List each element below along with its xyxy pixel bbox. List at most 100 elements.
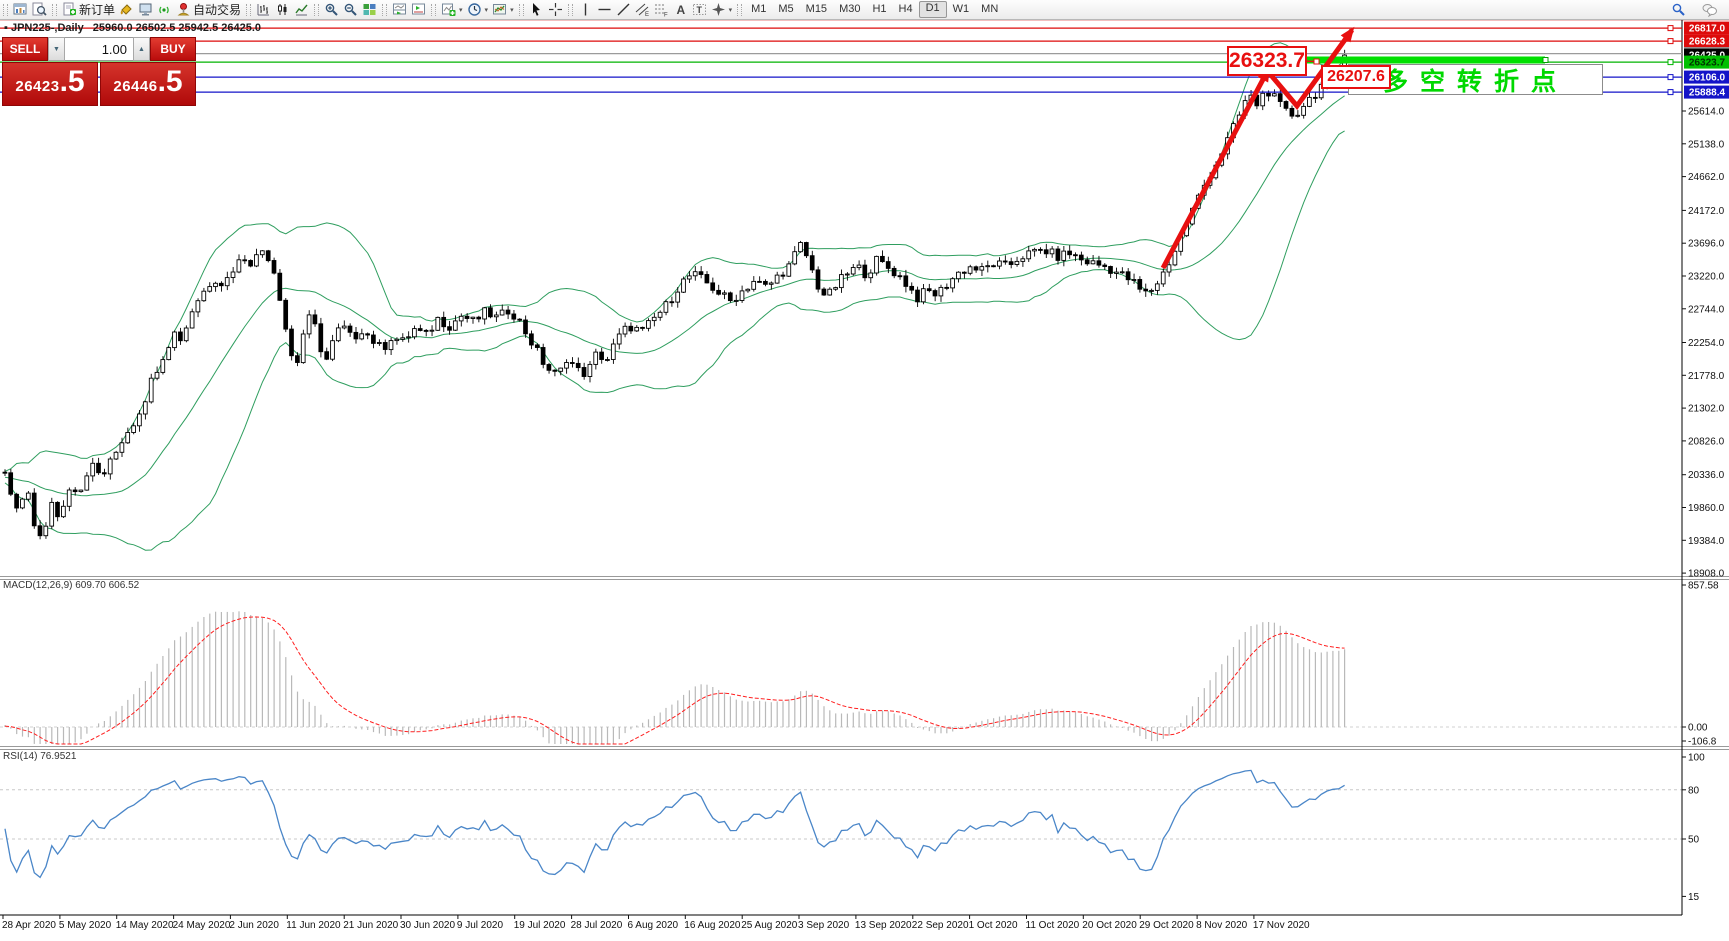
new-order-button-label: 新订单 [79, 3, 116, 17]
charts-window-icon[interactable] [11, 1, 30, 18]
horizontal-line-tool[interactable] [595, 1, 614, 18]
timeframe-M1[interactable]: M1 [751, 3, 767, 15]
svg-text:80: 80 [1688, 785, 1700, 796]
arrows-dropdown[interactable]: ▾ [709, 1, 735, 18]
add-indicator-dropdown[interactable]: ▾ [439, 1, 465, 18]
svg-text:13 Sep 2020: 13 Sep 2020 [855, 920, 912, 931]
level-lines[interactable] [0, 25, 1682, 96]
svg-text:30 Jun 2020: 30 Jun 2020 [400, 920, 455, 931]
trend-arrows[interactable] [1160, 26, 1355, 270]
data-window-icon[interactable] [30, 1, 49, 18]
templates-dropdown[interactable]: ▾ [490, 1, 516, 18]
toolbar-drag-handle[interactable] [431, 3, 437, 16]
trendline-tool[interactable] [614, 1, 633, 18]
candlestick-chart-icon[interactable] [273, 1, 292, 18]
svg-text:19 Jul 2020: 19 Jul 2020 [514, 920, 566, 931]
line-chart-icon[interactable] [292, 1, 311, 18]
svg-text:21302.0: 21302.0 [1688, 404, 1725, 415]
styles-icon[interactable] [117, 1, 136, 18]
fibonacci-tool[interactable]: F [652, 1, 671, 18]
bar-chart-icon[interactable] [254, 1, 273, 18]
timeframe-H4[interactable]: H4 [898, 3, 913, 15]
rsi-line [4, 769, 1345, 879]
svg-text:20826.0: 20826.0 [1688, 436, 1725, 447]
svg-text:100: 100 [1688, 753, 1705, 764]
toolbar-drag-handle[interactable] [737, 3, 743, 16]
zoom-out-icon[interactable] [341, 1, 360, 18]
price-annotation-26207[interactable]: 26207.6 [1321, 65, 1391, 89]
timeframe-D1[interactable]: D1 [918, 1, 947, 18]
svg-text:18908.0: 18908.0 [1688, 569, 1725, 580]
timeframe-W1[interactable]: W1 [952, 3, 970, 15]
toolbar-drag-handle[interactable] [382, 3, 388, 16]
auto-trading-button[interactable]: 自动交易 [174, 1, 243, 18]
toolbar-drag-handle[interactable] [518, 3, 524, 16]
volume-input[interactable] [65, 37, 133, 61]
one-click-trading-panel: SELL ▼ ▲ BUY 26423.5 26446.5 [2, 37, 196, 106]
timeframe-M30[interactable]: M30 [839, 3, 861, 15]
indicator-list-icon[interactable] [409, 1, 428, 18]
chevron-down-icon: ▾ [510, 6, 514, 14]
macd-axis[interactable]: 857.58 0.00 -106.8 [1682, 581, 1719, 748]
svg-text:26106.0: 26106.0 [1689, 73, 1726, 84]
search-icon[interactable] [1669, 1, 1688, 18]
sell-button[interactable]: SELL [2, 37, 48, 61]
periods-dropdown[interactable]: ▾ [465, 1, 491, 18]
svg-text:3 Sep 2020: 3 Sep 2020 [798, 920, 850, 931]
tile-windows-icon[interactable] [360, 1, 379, 18]
svg-text:11 Jun 2020: 11 Jun 2020 [286, 920, 341, 931]
new-order-button[interactable]: 新订单 [60, 1, 117, 18]
terminal-icon[interactable] [136, 1, 155, 18]
buy-price-frac: .5 [157, 65, 183, 98]
buy-button[interactable]: BUY [150, 37, 196, 61]
zoom-in-icon[interactable] [322, 1, 341, 18]
sell-price-frac: .5 [59, 65, 85, 98]
buy-price-button[interactable]: 26446.5 [100, 62, 196, 106]
toolbar-drag-handle[interactable] [52, 3, 57, 16]
svg-text:23696.0: 23696.0 [1688, 239, 1725, 250]
indicator-window-icon[interactable] [390, 1, 409, 18]
toolbar-drag-handle[interactable] [567, 3, 573, 16]
svg-text:9 Jul 2020: 9 Jul 2020 [457, 920, 504, 931]
timeframe-MN[interactable]: MN [981, 3, 999, 15]
timeframe-M15[interactable]: M15 [805, 3, 828, 15]
equidistant-channel-tool[interactable]: E [633, 1, 652, 18]
svg-text:17 Nov 2020: 17 Nov 2020 [1253, 920, 1310, 931]
price-annotation-26323[interactable]: 26323.7 [1227, 46, 1307, 76]
price-axis[interactable]: 25614.0 25138.0 24662.0 24172.0 23696.0 23220… [1682, 107, 1725, 580]
toolbar-drag-handle[interactable] [314, 3, 320, 16]
svg-text:2 Jun 2020: 2 Jun 2020 [229, 920, 279, 931]
bollinger-bands [4, 42, 1345, 551]
main-toolbar: 新订单 自动交易 ▾ ▾ ▾ E F A T ▾ M1 M5 M15 M30 H1 H4 D1 W1 MN [0, 0, 1729, 20]
timeframe-M5[interactable]: M5 [778, 3, 794, 15]
sell-price-int: 26423 [15, 78, 60, 95]
sell-price-button[interactable]: 26423.5 [2, 62, 98, 106]
svg-text:22744.0: 22744.0 [1688, 304, 1725, 315]
cursor-tool[interactable] [527, 1, 546, 18]
toolbar-drag-handle[interactable] [3, 3, 8, 16]
rsi-axis[interactable]: 100 80 50 15 [1682, 753, 1705, 903]
time-axis[interactable]: 28 Apr 2020 5 May 2020 14 May 2020 24 May 2… [2, 915, 1310, 931]
text-tool[interactable]: A [671, 1, 690, 18]
svg-text:24 May 2020: 24 May 2020 [173, 920, 231, 931]
timeframe-H1[interactable]: H1 [872, 3, 887, 15]
svg-text:50: 50 [1688, 835, 1700, 846]
toolbar-drag-handle[interactable] [246, 3, 252, 16]
vertical-line-tool[interactable] [576, 1, 595, 18]
svg-text:22 Sep 2020: 22 Sep 2020 [912, 920, 969, 931]
svg-text:11 Oct 2020: 11 Oct 2020 [1026, 920, 1080, 931]
svg-text:21778.0: 21778.0 [1688, 371, 1725, 382]
svg-text:857.58: 857.58 [1688, 581, 1719, 592]
crosshair-tool[interactable] [546, 1, 565, 18]
chat-icon[interactable] [1700, 1, 1719, 18]
text-label-tool[interactable]: T [690, 1, 709, 18]
svg-text:23220.0: 23220.0 [1688, 272, 1725, 283]
volume-down-button[interactable]: ▼ [48, 37, 65, 61]
signals-icon[interactable] [155, 1, 174, 18]
macd-histogram [4, 611, 1346, 744]
svg-text:19384.0: 19384.0 [1688, 536, 1725, 547]
volume-up-button[interactable]: ▲ [133, 37, 150, 61]
rsi-indicator-label: RSI(14) 76.9521 [3, 751, 77, 762]
svg-text:F: F [664, 13, 668, 18]
